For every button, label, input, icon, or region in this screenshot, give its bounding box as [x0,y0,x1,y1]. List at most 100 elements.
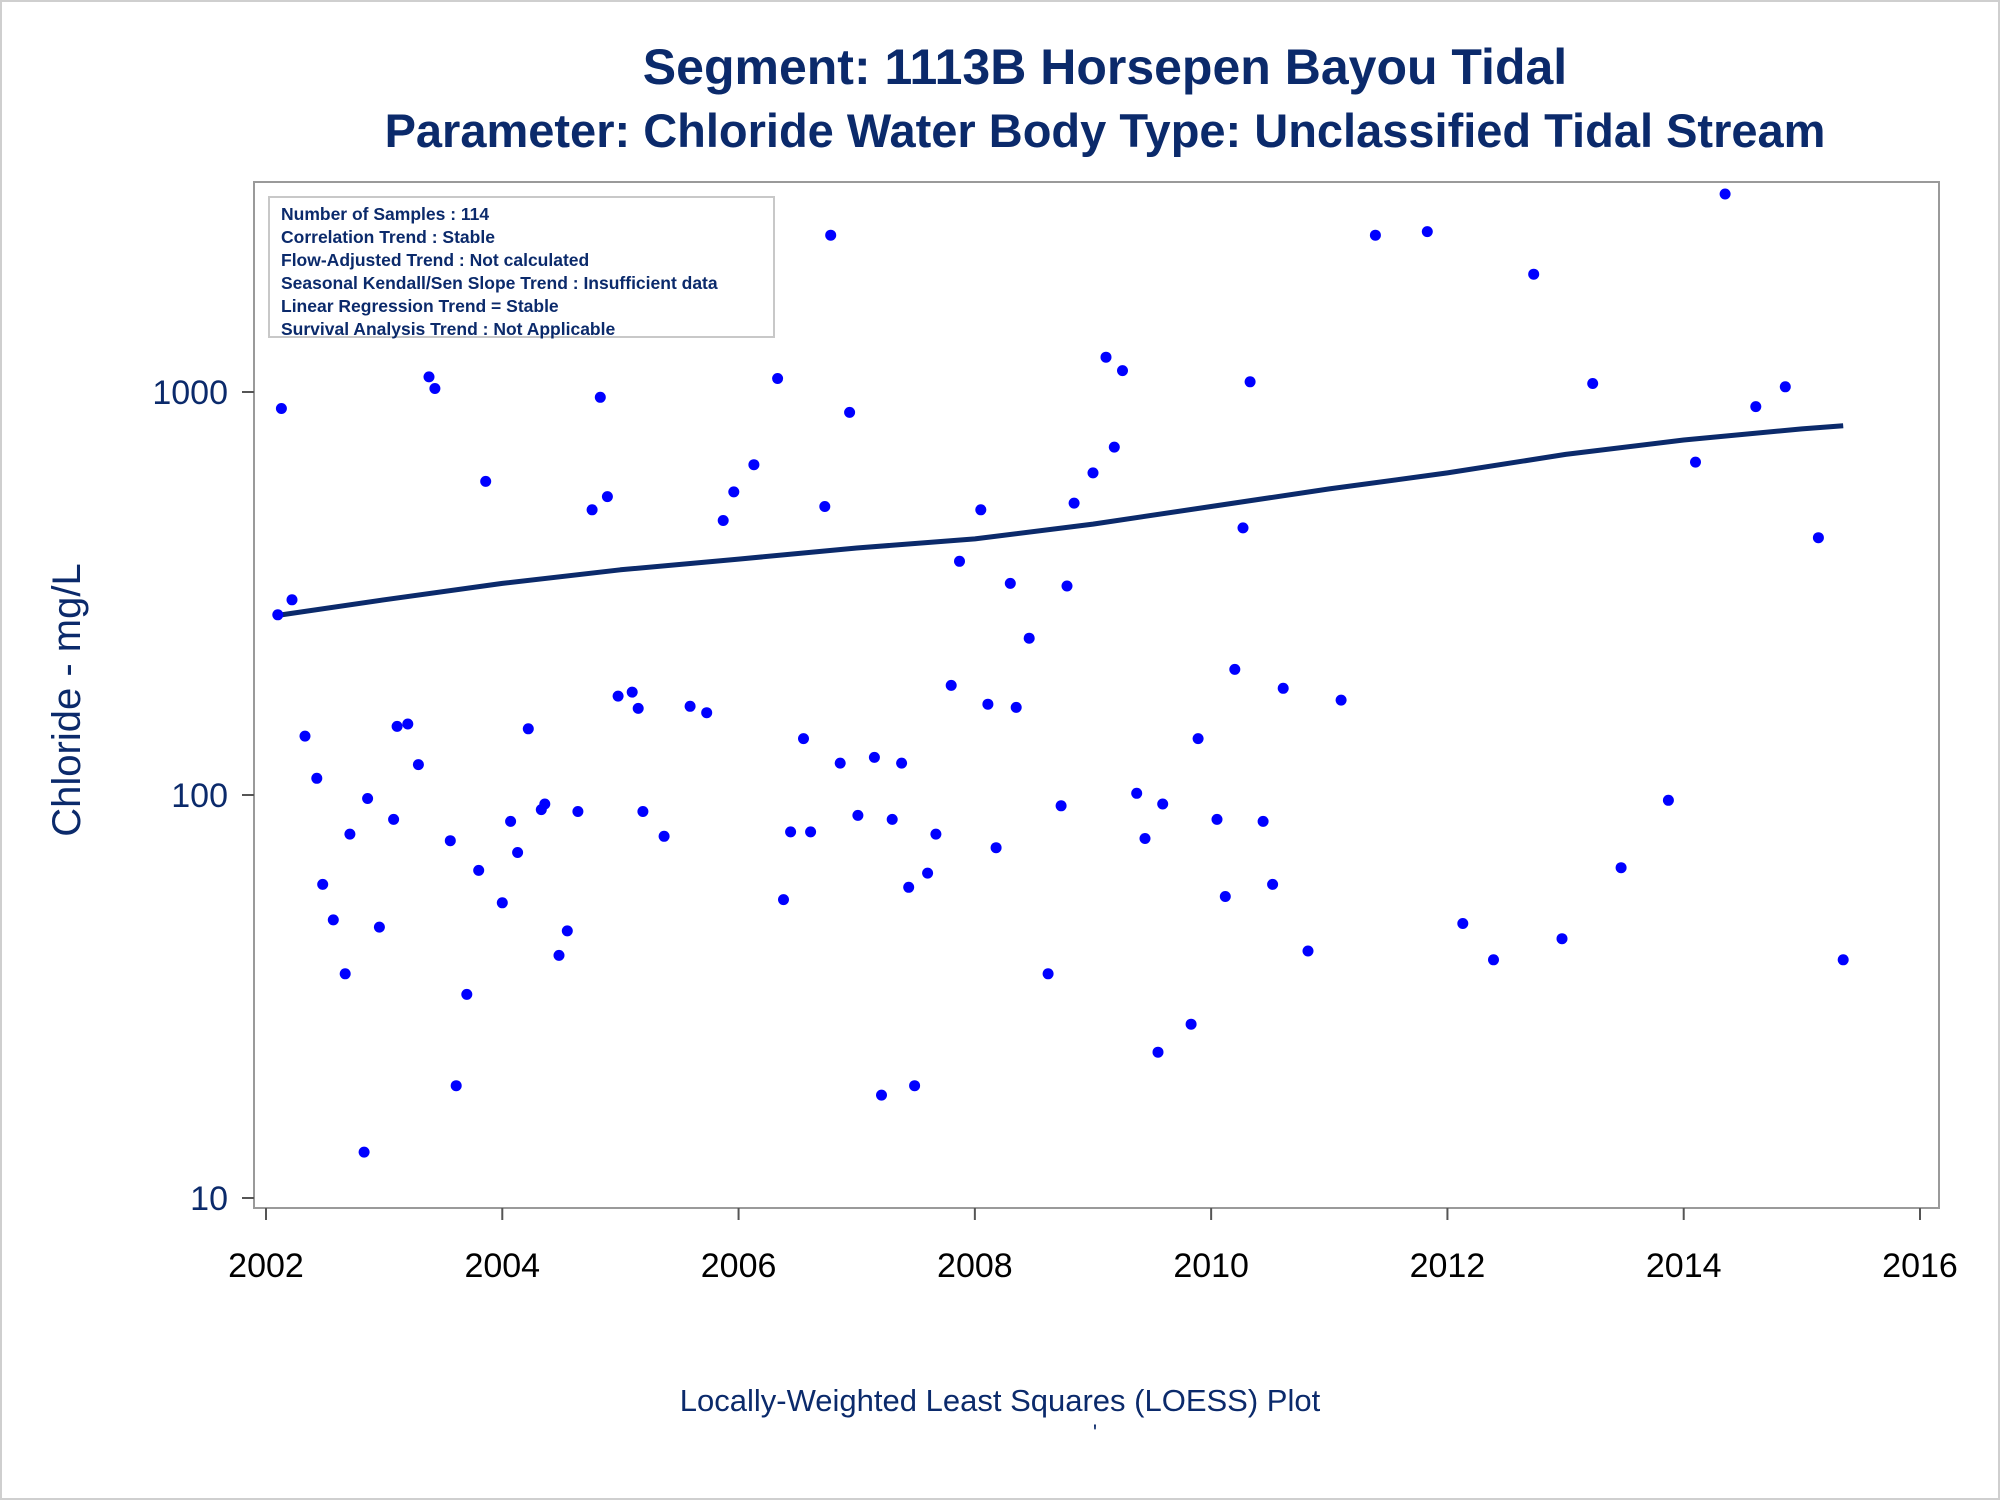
data-point [1010,701,1022,713]
data-point [1690,456,1701,468]
data-point [1152,1046,1164,1058]
data-point [311,772,323,784]
data-point [272,609,284,621]
data-point [512,847,524,858]
chart-subtitle: Parameter: Chloride Water Body Type: Unc… [384,104,1826,157]
data-point [1139,833,1151,844]
data-point [1244,376,1256,388]
data-point [717,515,729,526]
data-point [922,867,934,879]
data-point [903,881,915,893]
stats-line: Seasonal Kendall/Sen Slope Trend : Insuf… [281,273,718,293]
data-point [886,813,898,825]
data-point [1117,365,1128,377]
y-tick-label: 10 [190,1180,228,1218]
data-point [1004,577,1016,589]
y-tick-label: 1000 [152,374,228,412]
data-point [909,1080,921,1092]
data-point [429,383,441,394]
data-point [1662,794,1674,806]
data-point [327,914,339,926]
data-point [286,594,298,606]
stats-box: Number of Samples : 114 Correlation Tren… [268,196,775,339]
data-point [805,826,817,838]
data-point [876,1089,887,1101]
data-point [572,806,584,817]
data-point [1556,933,1568,945]
data-point [275,403,287,414]
data-point [1615,862,1627,874]
data-point [1023,632,1035,644]
data-point [496,897,508,909]
chart-title: Segment: 1113B Horsepen Bayou Tidal [642,39,1568,95]
x-tick-label: 2008 [937,1247,1013,1285]
data-point [1421,226,1433,238]
data-point [553,949,565,961]
y-tick-label: 100 [171,777,228,815]
data-point [539,798,551,810]
data-point [391,720,403,732]
data-point [1157,798,1169,810]
data-point [1108,441,1120,453]
x-tick-label: 2016 [1882,1247,1958,1285]
data-point [1229,663,1241,675]
data-point [1719,188,1731,200]
data-point [601,491,613,503]
data-point [819,501,831,512]
data-point [684,700,696,712]
data-point [1061,580,1073,592]
data-point [1302,945,1314,957]
data-point [1192,733,1204,745]
data-point [982,698,994,710]
data-point [1237,522,1249,534]
data-point [522,723,534,735]
x-tick-label: 2012 [1410,1247,1486,1285]
x-tick-label: 2006 [701,1247,777,1285]
data-point [444,835,456,847]
data-point [868,751,880,763]
footnote: Locally-Weighted Least Squares (LOESS) P… [679,1383,1321,1418]
data-point [954,555,965,567]
data-point [412,759,424,771]
data-point [1837,954,1849,966]
data-point [586,504,598,516]
data-point [945,679,957,691]
data-point [1779,381,1791,393]
data-point [505,815,517,827]
footnote-mark: ' [1092,1420,1098,1445]
data-point [772,373,784,384]
data-point [402,718,414,730]
stats-line: Flow-Adjusted Trend : Not calculated [281,250,590,270]
data-point [1457,918,1469,929]
data-point [1185,1018,1197,1030]
data-point [1257,815,1269,827]
x-tick-label: 2014 [1646,1247,1722,1285]
data-point [594,391,606,403]
data-point [561,925,573,937]
data-point [373,921,385,933]
data-point [1335,694,1347,706]
data-point [1369,229,1381,241]
data-point [1042,968,1054,980]
data-point [990,842,1002,854]
data-point [388,813,400,825]
data-point [1087,467,1099,479]
data-point [975,504,987,516]
y-axis-label: Chloride - mg/L [45,563,89,836]
data-point [1055,800,1067,812]
data-point [844,406,856,418]
data-point [1587,378,1599,389]
data-point [473,864,485,876]
data-point [825,229,837,241]
data-point [728,486,740,498]
data-point [1267,878,1279,890]
x-tick-label: 2004 [464,1247,540,1285]
plot-area-border [253,181,1940,1209]
stats-line: Number of Samples : 114 [281,204,490,224]
stats-line: Correlation Trend : Stable [281,227,495,247]
data-point [423,371,435,383]
data-point [778,894,789,906]
data-point [637,806,649,817]
data-point [450,1080,462,1092]
data-point [1131,787,1143,799]
